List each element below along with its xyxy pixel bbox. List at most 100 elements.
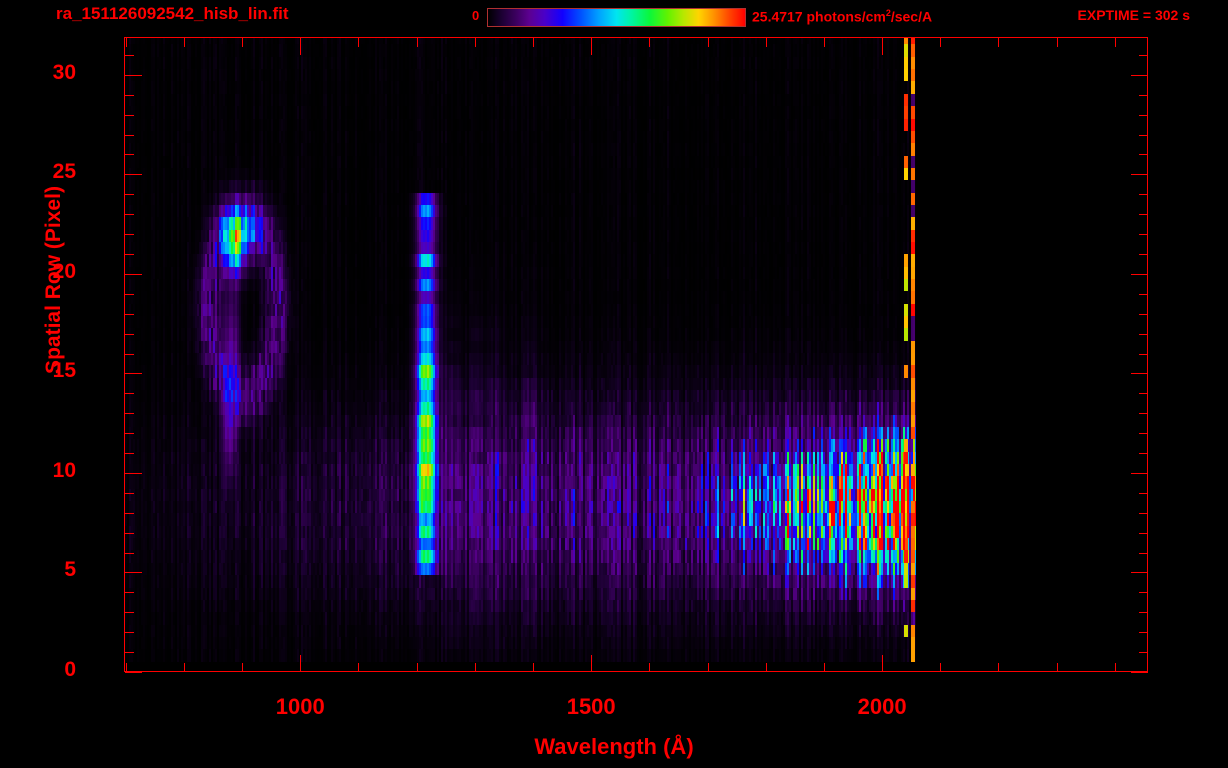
y-major-tick-right bbox=[1131, 174, 1148, 175]
y-minor-tick bbox=[125, 214, 134, 215]
y-minor-tick bbox=[125, 354, 134, 355]
x-major-tick-top bbox=[591, 38, 592, 55]
x-minor-tick bbox=[475, 663, 476, 672]
x-minor-tick-top bbox=[417, 38, 418, 47]
y-minor-tick-right bbox=[1139, 513, 1148, 514]
y-minor-tick bbox=[125, 154, 134, 155]
y-minor-tick bbox=[125, 95, 134, 96]
y-major-tick bbox=[125, 473, 142, 474]
page-title: ra_151126092542_hisb_lin.fit bbox=[56, 4, 289, 23]
x-minor-tick-top bbox=[184, 38, 185, 47]
colorbar-max-suffix: /sec/A bbox=[890, 8, 933, 25]
y-minor-tick bbox=[125, 513, 134, 514]
x-tick-label: 1000 bbox=[275, 694, 325, 719]
y-minor-tick bbox=[125, 592, 134, 593]
y-minor-tick-right bbox=[1139, 652, 1148, 653]
x-minor-tick bbox=[1115, 663, 1116, 672]
colorbar bbox=[487, 8, 746, 27]
y-minor-tick bbox=[125, 533, 134, 534]
x-minor-tick-top bbox=[649, 38, 650, 47]
x-minor-tick-top bbox=[242, 38, 243, 47]
x-minor-tick bbox=[766, 663, 767, 672]
y-minor-tick bbox=[125, 314, 134, 315]
y-minor-tick-right bbox=[1139, 533, 1148, 534]
y-minor-tick bbox=[125, 652, 134, 653]
y-minor-tick bbox=[125, 334, 134, 335]
x-minor-tick bbox=[940, 663, 941, 672]
y-major-tick bbox=[125, 572, 142, 573]
y-major-tick-right bbox=[1131, 274, 1148, 275]
x-minor-tick bbox=[1057, 663, 1058, 672]
y-minor-tick-right bbox=[1139, 592, 1148, 593]
y-tick-label: 30 bbox=[52, 60, 76, 84]
y-minor-tick bbox=[125, 493, 134, 494]
x-minor-tick bbox=[242, 663, 243, 672]
y-minor-tick bbox=[125, 413, 134, 414]
x-minor-tick bbox=[184, 663, 185, 672]
y-tick-label: 20 bbox=[52, 259, 76, 283]
y-tick-label: 5 bbox=[64, 558, 76, 582]
x-major-tick bbox=[882, 655, 883, 672]
x-minor-tick bbox=[358, 663, 359, 672]
y-minor-tick bbox=[125, 294, 134, 295]
y-minor-tick-right bbox=[1139, 612, 1148, 613]
y-minor-tick-right bbox=[1139, 95, 1148, 96]
y-minor-tick bbox=[125, 453, 134, 454]
x-minor-tick bbox=[998, 663, 999, 672]
y-tick-label: 15 bbox=[52, 359, 76, 383]
y-minor-tick-right bbox=[1139, 493, 1148, 494]
y-minor-tick-right bbox=[1139, 254, 1148, 255]
x-minor-tick-top bbox=[1057, 38, 1058, 47]
y-minor-tick-right bbox=[1139, 354, 1148, 355]
y-major-tick-right bbox=[1131, 373, 1148, 374]
y-minor-tick bbox=[125, 115, 134, 116]
y-minor-tick bbox=[125, 612, 134, 613]
x-minor-tick bbox=[649, 663, 650, 672]
y-major-tick bbox=[125, 274, 142, 275]
x-minor-tick-top bbox=[998, 38, 999, 47]
x-major-tick-top bbox=[882, 38, 883, 55]
y-major-tick-right bbox=[1131, 75, 1148, 76]
y-minor-tick bbox=[125, 135, 134, 136]
y-minor-tick-right bbox=[1139, 413, 1148, 414]
y-minor-tick-right bbox=[1139, 553, 1148, 554]
y-major-tick bbox=[125, 174, 142, 175]
x-minor-tick bbox=[126, 663, 127, 672]
y-minor-tick bbox=[125, 55, 134, 56]
x-axis-label: Wavelength (Å) bbox=[534, 734, 694, 759]
y-minor-tick-right bbox=[1139, 632, 1148, 633]
y-minor-tick bbox=[125, 194, 134, 195]
y-minor-tick-right bbox=[1139, 135, 1148, 136]
x-minor-tick bbox=[533, 663, 534, 672]
y-major-tick-right bbox=[1131, 672, 1148, 673]
x-major-tick bbox=[300, 655, 301, 672]
y-minor-tick bbox=[125, 632, 134, 633]
colorbar-min-label: 0 bbox=[472, 8, 480, 23]
x-minor-tick-top bbox=[1115, 38, 1116, 47]
x-minor-tick-top bbox=[766, 38, 767, 47]
y-minor-tick-right bbox=[1139, 194, 1148, 195]
exptime-label: EXPTIME = 302 s bbox=[1077, 7, 1190, 23]
x-minor-tick bbox=[708, 663, 709, 672]
x-tick-label: 1500 bbox=[566, 694, 616, 719]
y-minor-tick-right bbox=[1139, 433, 1148, 434]
x-minor-tick-top bbox=[358, 38, 359, 47]
y-minor-tick bbox=[125, 553, 134, 554]
y-minor-tick-right bbox=[1139, 234, 1148, 235]
y-tick-label: 0 bbox=[64, 658, 76, 681]
colorbar-max-label: 25.4717 photons/cm2/sec/A bbox=[752, 8, 932, 25]
spectrum-image bbox=[125, 38, 1147, 671]
y-minor-tick-right bbox=[1139, 393, 1148, 394]
x-major-tick bbox=[591, 655, 592, 672]
colorbar-max-value: 25.4717 photons/cm bbox=[752, 8, 886, 25]
x-minor-tick bbox=[417, 663, 418, 672]
y-major-tick-right bbox=[1131, 572, 1148, 573]
y-minor-tick-right bbox=[1139, 334, 1148, 335]
y-major-tick bbox=[125, 75, 142, 76]
x-tick-label: 2000 bbox=[857, 694, 907, 719]
x-minor-tick-top bbox=[475, 38, 476, 47]
x-minor-tick bbox=[824, 663, 825, 672]
y-major-tick bbox=[125, 373, 142, 374]
y-minor-tick-right bbox=[1139, 154, 1148, 155]
y-minor-tick bbox=[125, 433, 134, 434]
